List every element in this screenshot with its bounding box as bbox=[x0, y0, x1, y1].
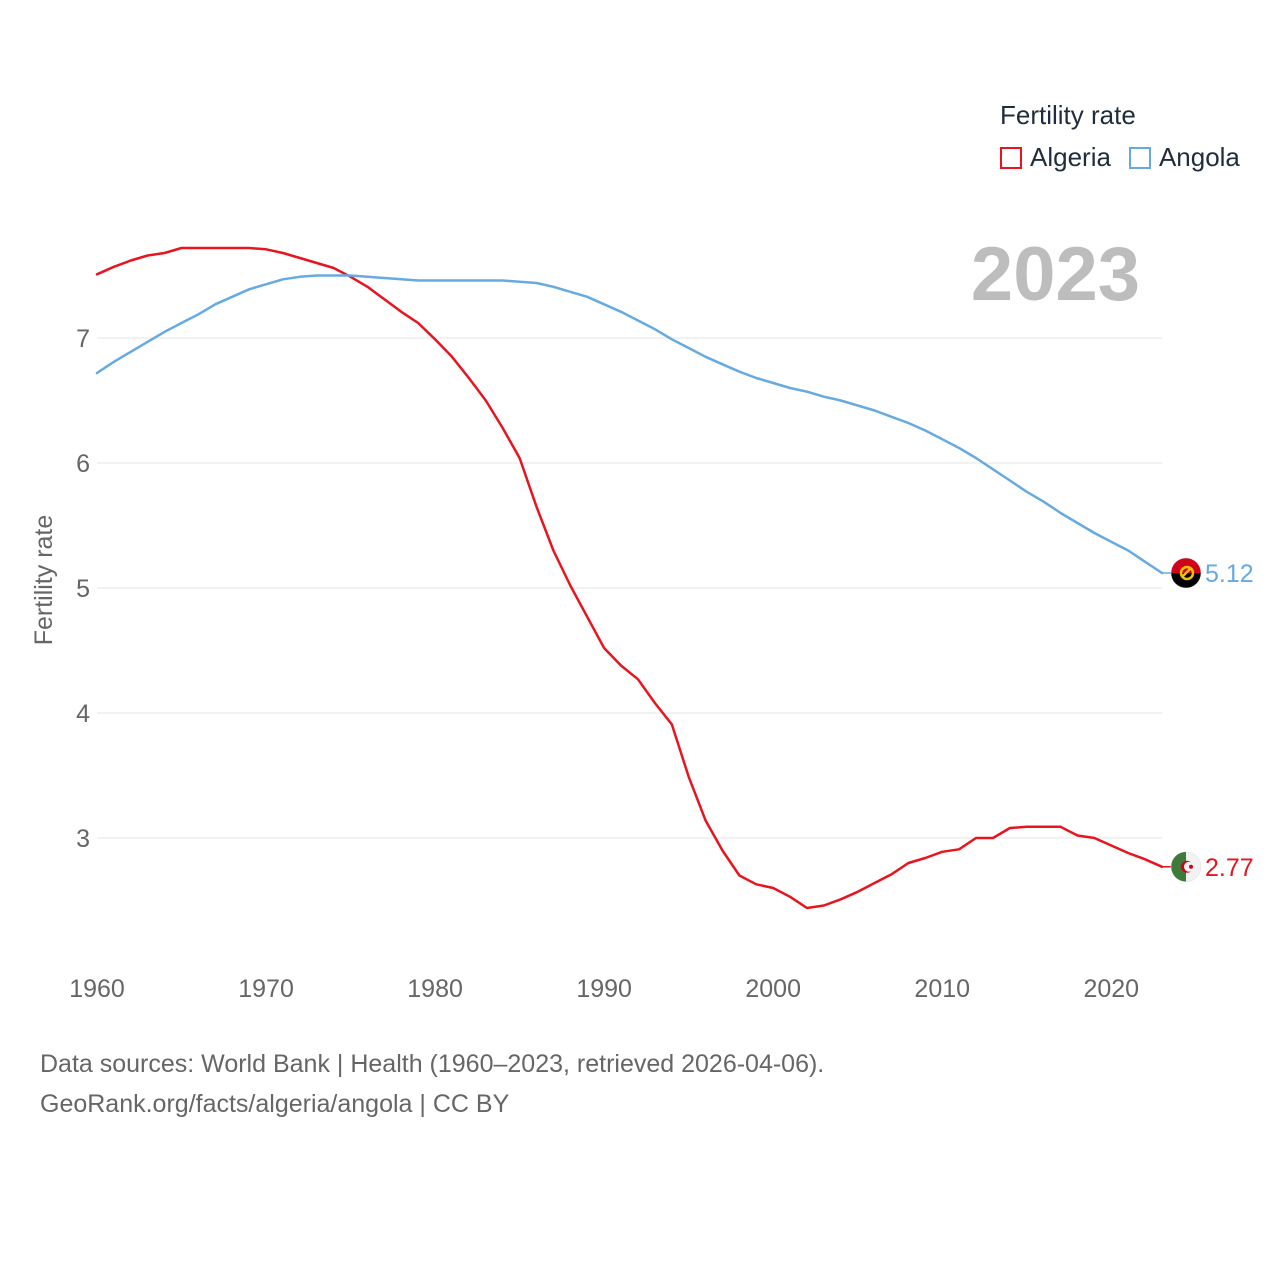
end-value-label-angola: 5.12 bbox=[1205, 560, 1254, 588]
y-tick-label: 4 bbox=[76, 700, 90, 728]
x-tick-label: 1970 bbox=[238, 975, 294, 1003]
x-tick-label: 1960 bbox=[69, 975, 125, 1003]
legend-swatch-angola bbox=[1128, 146, 1151, 169]
end-value-label-algeria: 2.77 bbox=[1205, 854, 1254, 882]
y-axis-label: Fertility rate bbox=[30, 515, 58, 646]
source-note: Data sources: World Bank | Health (1960–… bbox=[40, 1044, 824, 1124]
legend-item-angola[interactable]: Angola bbox=[1128, 142, 1240, 173]
axis-ticks: 3 4 5 6 7 1960 1970 1980 1990 2000 2010 2020 bbox=[69, 325, 1139, 1003]
legend-swatch-algeria bbox=[1000, 146, 1022, 169]
legend: Algeria Angola bbox=[1000, 142, 1258, 173]
source-line-2[interactable]: GeoRank.org/facts/algeria/angola | CC BY bbox=[40, 1090, 510, 1118]
legend-label-angola: Angola bbox=[1158, 142, 1240, 172]
year-label: 2023 bbox=[971, 232, 1140, 317]
x-tick-label: 2010 bbox=[914, 975, 970, 1003]
series-line-algeria[interactable] bbox=[95, 246, 1164, 910]
x-tick-label: 1980 bbox=[407, 975, 463, 1003]
x-tick-label: 1990 bbox=[576, 975, 632, 1003]
x-tick-label: 2020 bbox=[1083, 975, 1139, 1003]
source-line-1: Data sources: World Bank | Health (1960–… bbox=[40, 1050, 825, 1078]
series-end-markers: 2.77 5.12 bbox=[1162, 557, 1254, 882]
legend-item-algeria[interactable]: Algeria bbox=[1000, 142, 1111, 173]
grid-lines bbox=[97, 337, 1162, 839]
legend-title: Fertility rate bbox=[1000, 100, 1136, 130]
y-tick-label: 6 bbox=[76, 450, 90, 478]
legend-label-algeria: Algeria bbox=[1030, 142, 1111, 172]
algeria-flag-icon bbox=[1170, 851, 1202, 882]
y-tick-label: 5 bbox=[76, 575, 90, 603]
series-line-angola[interactable] bbox=[95, 274, 1164, 575]
angola-flag-icon bbox=[1170, 557, 1202, 589]
x-tick-label: 2000 bbox=[745, 975, 801, 1003]
y-tick-label: 7 bbox=[76, 325, 90, 353]
series-lines bbox=[95, 246, 1164, 910]
y-tick-label: 3 bbox=[76, 825, 90, 853]
